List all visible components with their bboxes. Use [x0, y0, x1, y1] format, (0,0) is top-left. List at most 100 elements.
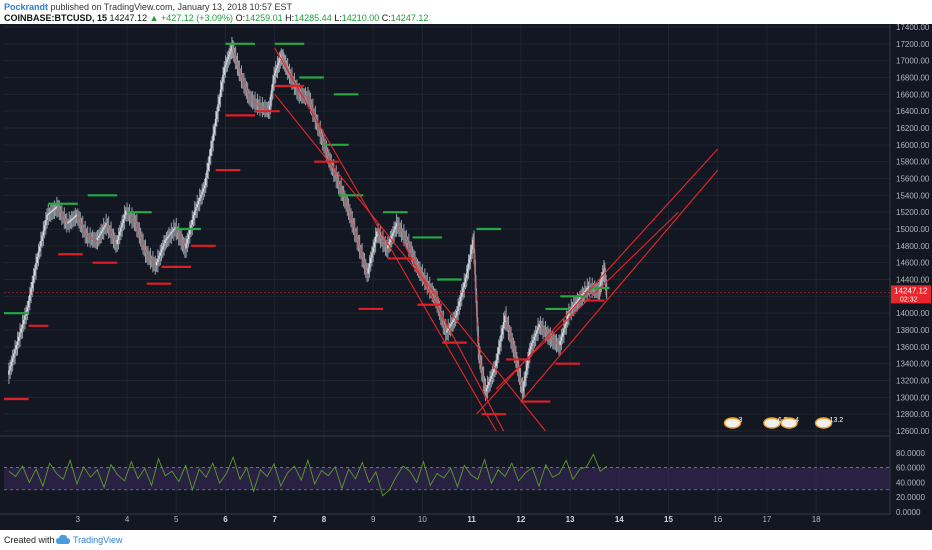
- price-candle-body: [239, 71, 242, 75]
- price-candle-body: [324, 144, 326, 149]
- price-candle-body: [219, 89, 222, 97]
- price-candle-body: [218, 96, 221, 105]
- price-candle-body: [36, 256, 39, 264]
- price-candle-body: [371, 252, 373, 258]
- price-tick-label: 15800.00: [896, 158, 930, 167]
- price-candle-body: [525, 370, 527, 376]
- chart-canvas[interactable]: 17400.00 17200.00 17000.00 16800.00 16600.00…: [0, 23, 932, 530]
- price-candle-body: [490, 375, 493, 379]
- price-candle-body: [222, 74, 224, 83]
- price-candle-body: [379, 235, 382, 238]
- price-tick-label: 15600.00: [896, 175, 930, 184]
- price-candle-body: [510, 334, 512, 340]
- price-candle-body: [241, 77, 244, 82]
- price-candle-body: [155, 262, 158, 266]
- price-candle-body: [458, 301, 461, 307]
- rsi-tick-label: 80.0000: [896, 449, 925, 458]
- price-candle-body: [350, 214, 352, 219]
- price-candle-body: [112, 236, 115, 239]
- price-candle-body: [477, 335, 480, 350]
- price-candle-body: [356, 235, 358, 240]
- price-candle-body: [201, 191, 203, 195]
- price-candle-body: [299, 93, 302, 95]
- price-candle-body: [355, 231, 357, 236]
- price-candle-body: [400, 229, 403, 232]
- price-candle-body: [406, 239, 409, 244]
- price-candle-body: [426, 282, 429, 285]
- price-candle-body: [139, 234, 142, 238]
- price-candle-body: [312, 107, 314, 112]
- price-candle-body: [19, 332, 21, 337]
- price-candle-body: [345, 199, 347, 204]
- event-badge-label: 13.2: [830, 417, 844, 424]
- price-candle-body: [121, 223, 123, 228]
- price-candle-body: [414, 258, 416, 263]
- price-candle-body: [267, 108, 270, 111]
- price-candle-body: [444, 328, 447, 333]
- price-candle-body: [571, 306, 574, 309]
- price-candle-body: [49, 211, 52, 214]
- price-candle-body: [257, 104, 260, 106]
- price-candle-body: [297, 90, 299, 93]
- price-candle-body: [42, 230, 45, 236]
- time-tick-label: 9: [371, 515, 376, 524]
- price-candle-body: [469, 254, 472, 259]
- chart-area[interactable]: 17400.00 17200.00 17000.00 16800.00 16600.00…: [0, 23, 932, 530]
- price-candle-body: [600, 282, 602, 286]
- price-candle-body: [150, 258, 153, 261]
- price-candle-body: [532, 339, 534, 344]
- price-candle-body: [227, 56, 230, 60]
- price-candle-body: [35, 263, 37, 270]
- price-candle-body: [579, 297, 581, 299]
- price-candle-body: [154, 263, 157, 266]
- price-candle-body: [523, 380, 526, 387]
- price-candle-body: [72, 217, 74, 220]
- price-candle-body: [534, 333, 537, 337]
- price-candle-body: [531, 343, 533, 347]
- price-candle-body: [432, 292, 435, 295]
- price-candle-body: [480, 365, 483, 371]
- price-candle-body: [566, 315, 569, 320]
- time-tick-label: 17: [762, 515, 771, 524]
- price-candle-body: [15, 345, 18, 350]
- price-candle-body: [67, 222, 69, 224]
- tradingview-brand-link[interactable]: TradingView: [73, 535, 123, 545]
- price-candle-body: [451, 322, 453, 325]
- price-candle-body: [129, 215, 132, 217]
- price-candle-body: [389, 238, 392, 243]
- price-candle-body: [47, 213, 50, 216]
- price-candle-body: [565, 319, 568, 325]
- price-candle-body: [94, 238, 96, 241]
- price-candle-body: [69, 219, 72, 222]
- price-candle-body: [70, 218, 73, 221]
- price-candle-body: [142, 241, 144, 246]
- close-value: 14247.12: [390, 13, 429, 23]
- price-candle-body: [235, 58, 238, 63]
- publish-info: Pockrandt published on TradingView.com, …: [4, 2, 292, 12]
- close-label: C:: [381, 13, 391, 23]
- price-candle-body: [53, 208, 56, 210]
- price-candle-body: [165, 238, 168, 240]
- price-candle-body: [599, 285, 602, 288]
- price-candle-body: [38, 246, 41, 252]
- author-link[interactable]: Pockrandt: [4, 2, 49, 12]
- price-candle-body: [11, 357, 14, 362]
- price-candle-body: [62, 214, 64, 217]
- price-candle-body: [339, 184, 341, 188]
- price-candle-body: [364, 265, 367, 270]
- time-tick-label: 8: [322, 515, 327, 524]
- price-candle-body: [33, 269, 36, 276]
- price-candle-body: [282, 56, 284, 59]
- rsi-tick-label: 0.0000: [896, 508, 921, 517]
- price-candle-body: [65, 221, 68, 224]
- price-candle-body: [602, 272, 605, 275]
- last-price: 14247.12: [109, 13, 148, 23]
- price-candle-body: [554, 340, 557, 343]
- price-candle-body: [111, 233, 114, 237]
- price-candle-body: [409, 246, 411, 250]
- price-candle-body: [14, 349, 16, 354]
- price-candle-body: [593, 288, 596, 290]
- rsi-tick-label: 40.0000: [896, 478, 925, 487]
- price-candle-body: [348, 210, 351, 215]
- price-candle-body: [213, 126, 216, 134]
